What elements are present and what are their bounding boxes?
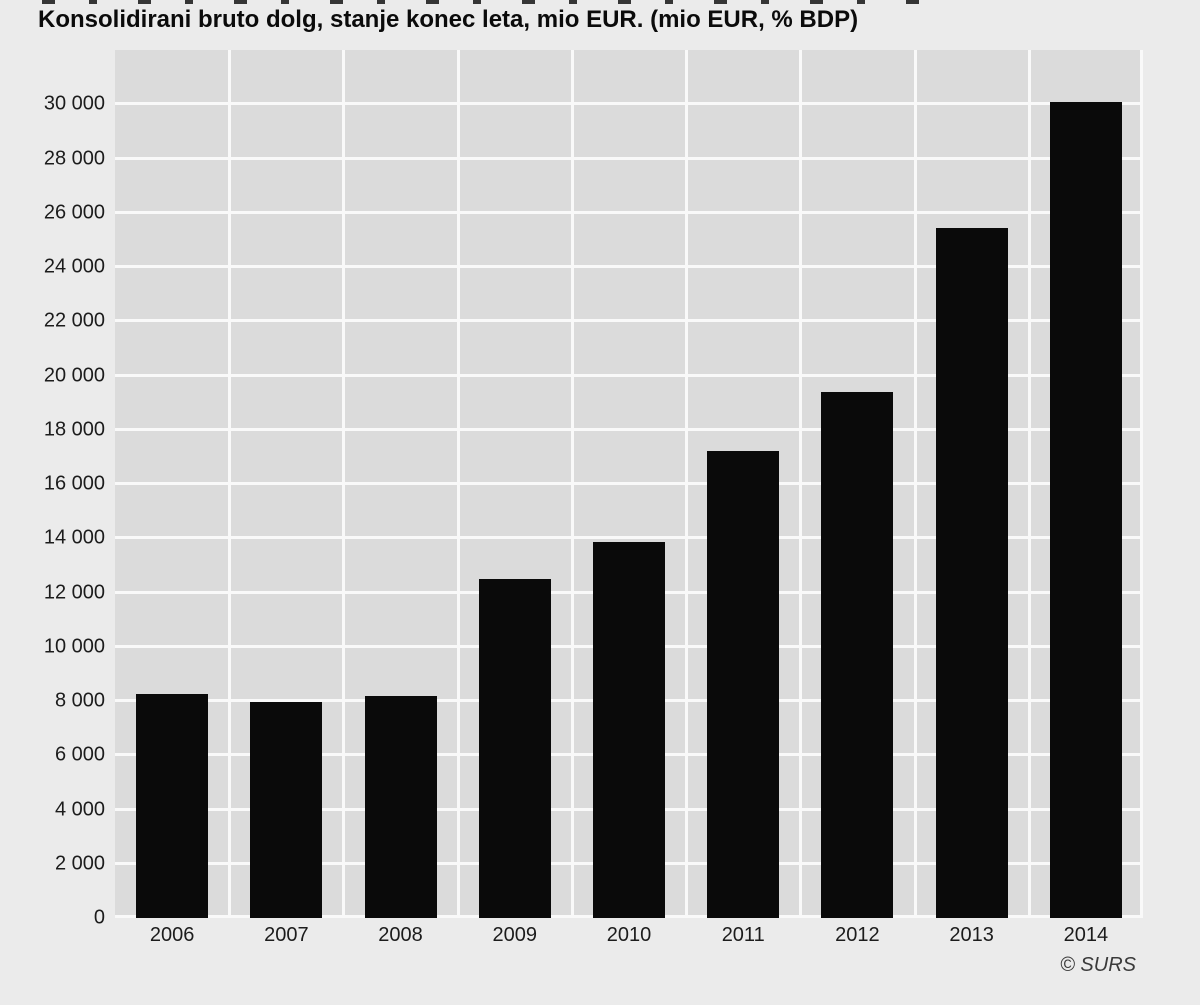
bar-column (686, 50, 800, 918)
gridline-horizontal (115, 373, 1143, 377)
source-label: © SURS (1060, 954, 1136, 976)
bar-2006 (136, 694, 209, 918)
y-tick-label: 26 000 (43, 201, 105, 224)
gridline-horizontal (115, 536, 1143, 540)
bar-2008 (364, 695, 437, 918)
gridline-horizontal (115, 102, 1143, 106)
bar-column (229, 50, 343, 918)
x-tick-label: 2006 (149, 924, 195, 946)
x-tick-label: 2011 (721, 924, 765, 946)
plot-area (115, 50, 1143, 918)
gridline-vertical (228, 50, 232, 918)
bar-column (915, 50, 1029, 918)
bar-column (1029, 50, 1143, 918)
chart-title: Konsolidirani bruto dolg, stanje konec l… (38, 6, 859, 33)
gridline-vertical (1140, 50, 1143, 918)
bar-column (800, 50, 914, 918)
bar-2013 (935, 227, 1008, 918)
bar-column (572, 50, 686, 918)
y-tick-label: 14 000 (43, 526, 105, 549)
x-tick-label: 2010 (606, 924, 652, 946)
bar-2014 (1049, 101, 1122, 918)
y-tick-label: 0 (93, 906, 105, 929)
gridline-horizontal (115, 319, 1143, 323)
y-tick-label: 10 000 (43, 635, 105, 658)
x-tick-label: 2007 (264, 924, 309, 946)
gridline-vertical (342, 50, 346, 918)
x-tick-label: 2013 (949, 924, 994, 946)
x-axis: 2006 2007 2008 2009 2010 2011 2012 2013 2014 (115, 924, 1143, 947)
gridline-horizontal (115, 265, 1143, 268)
y-tick-label: 12 000 (43, 581, 105, 603)
gridline-vertical (799, 50, 803, 918)
bar-column (115, 50, 229, 918)
gridline-horizontal (115, 482, 1143, 485)
y-axis: 0 2 000 4 000 6 000 8 000 10 000 12 000 14 000 1… (0, 50, 105, 929)
bar-column (458, 50, 572, 918)
y-tick-label: 22 000 (43, 309, 105, 332)
bar-2007 (250, 702, 323, 918)
y-tick-label: 18 000 (43, 418, 105, 441)
gridline-horizontal (115, 427, 1143, 431)
x-tick-label: 2012 (835, 924, 880, 946)
bar-2011 (707, 451, 780, 918)
y-tick-label: 2 000 (54, 852, 105, 875)
gridline-vertical (1027, 50, 1031, 918)
gridline-vertical (456, 50, 460, 918)
gridline-vertical (570, 50, 574, 918)
gridline-horizontal (115, 156, 1143, 160)
y-tick-label: 28 000 (43, 147, 105, 169)
gridline-vertical (685, 50, 689, 918)
gridline-vertical (913, 50, 917, 918)
bar-series (115, 50, 1143, 918)
gridline-horizontal (115, 210, 1143, 214)
y-tick-label: 20 000 (43, 364, 105, 386)
bar-2009 (478, 578, 551, 918)
x-tick-label: 2014 (1063, 924, 1109, 946)
x-tick-label: 2009 (492, 924, 538, 946)
bar-2010 (592, 542, 665, 918)
y-tick-label: 6 000 (54, 743, 105, 766)
y-tick-label: 30 000 (43, 92, 105, 115)
y-tick-label: 8 000 (54, 689, 105, 712)
cropped-text-remnant (42, 0, 942, 4)
y-tick-label: 16 000 (43, 472, 105, 495)
x-tick-label: 2008 (378, 924, 423, 946)
bar-column (343, 50, 457, 918)
y-tick-label: 24 000 (43, 255, 105, 278)
y-tick-label: 4 000 (54, 798, 105, 820)
bar-2012 (821, 391, 894, 918)
